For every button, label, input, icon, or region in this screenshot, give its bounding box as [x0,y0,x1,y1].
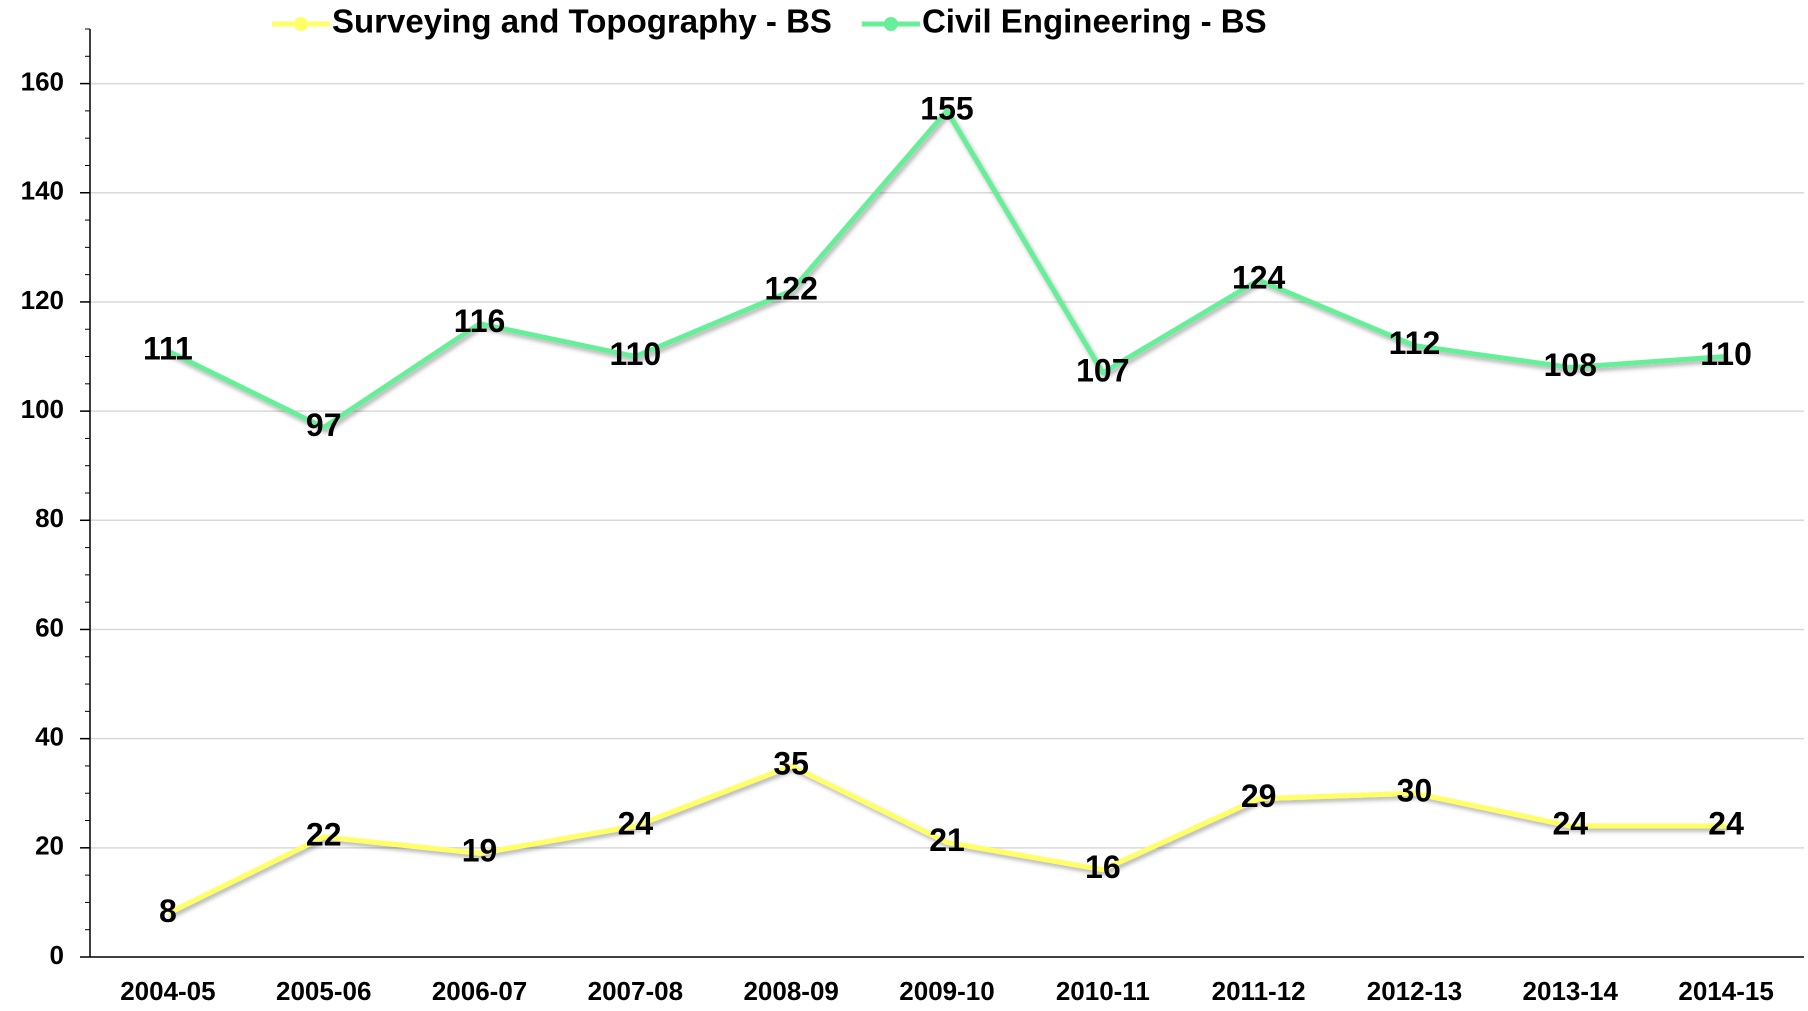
x-tick-label: 2008-09 [743,976,838,1006]
y-tick-label: 40 [35,722,64,752]
legend-marker [294,17,308,31]
x-tick-label: 2005-06 [276,976,371,1006]
data-label: 16 [1085,849,1121,885]
y-tick-label: 0 [50,940,64,970]
y-tick-label: 140 [21,176,64,206]
data-label: 112 [1389,325,1441,361]
legend-label: Civil Engineering - BS [922,3,1267,40]
data-label: 110 [1700,336,1752,372]
data-label: 8 [159,893,177,929]
y-tick-label: 160 [21,66,64,96]
data-label: 22 [306,816,342,852]
data-label: 30 [1397,773,1433,809]
x-tick-label: 2009-10 [899,976,994,1006]
data-label: 108 [1544,347,1597,383]
data-label: 21 [929,822,965,858]
legend-label: Surveying and Topography - BS [332,3,832,40]
series-line [166,108,1727,430]
legend-marker [883,17,898,31]
data-label: 124 [1232,260,1286,296]
data-label: 116 [454,303,506,339]
x-tick-label: 2013-14 [1523,976,1619,1006]
data-label: 107 [1076,352,1129,388]
x-tick-label: 2011-12 [1212,976,1306,1006]
data-label: 24 [1552,805,1588,841]
data-label: 122 [764,270,817,306]
x-tick-label: 2007-08 [588,976,683,1006]
data-label: 155 [920,90,973,126]
x-tick-label: 2004-05 [120,976,215,1006]
data-label: 110 [610,336,662,372]
x-tick-label: 2010-11 [1056,976,1150,1006]
data-label: 29 [1241,778,1277,814]
data-label: 35 [773,745,809,781]
y-tick-label: 20 [35,831,64,861]
data-label: 24 [618,805,654,841]
x-tick-label: 2006-07 [432,976,527,1006]
x-tick-label: 2012-13 [1367,976,1462,1006]
y-tick-label: 80 [35,503,64,533]
data-label: 97 [306,407,342,443]
data-label: 19 [462,833,498,869]
data-label: 111 [143,331,193,367]
y-tick-label: 60 [35,612,64,642]
series-line [166,763,1727,916]
x-tick-label: 2014-15 [1678,976,1773,1006]
y-tick-label: 120 [21,285,64,315]
data-label: 24 [1708,805,1744,841]
y-tick-label: 100 [21,394,64,424]
